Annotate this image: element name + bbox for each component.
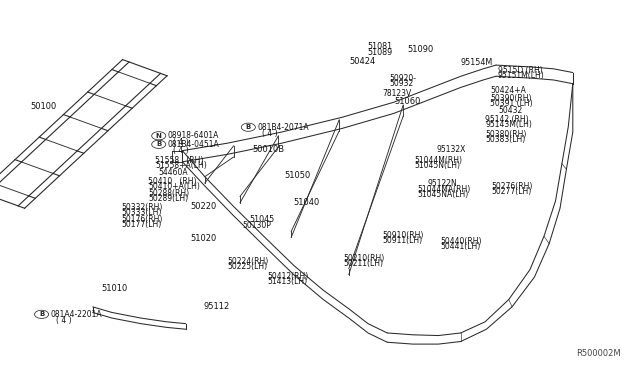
Text: 50410   (RH): 50410 (RH)	[148, 177, 197, 186]
Text: 51089: 51089	[367, 48, 392, 57]
Text: 51060: 51060	[394, 97, 420, 106]
Text: 95151M(LH): 95151M(LH)	[498, 71, 545, 80]
Text: 50225(LH): 50225(LH)	[228, 262, 268, 271]
Text: 51558+A(LH): 51558+A(LH)	[155, 161, 207, 170]
Text: 50277(LH): 50277(LH)	[492, 187, 532, 196]
Text: 50224(RH): 50224(RH)	[228, 257, 269, 266]
Text: 50911(LH): 50911(LH)	[383, 236, 423, 245]
Text: 78123V: 78123V	[383, 89, 412, 98]
Text: 50383(LH): 50383(LH)	[485, 135, 525, 144]
Text: 95112: 95112	[204, 302, 230, 311]
Text: 50176(RH): 50176(RH)	[122, 215, 163, 224]
Text: 54460A: 54460A	[159, 168, 188, 177]
Text: 50220: 50220	[191, 202, 217, 211]
Text: 08918-6401A: 08918-6401A	[168, 131, 219, 140]
Text: 50210(RH): 50210(RH)	[343, 254, 384, 263]
Text: ( 4 ): ( 4 )	[56, 316, 71, 325]
Text: 50410+A(LH): 50410+A(LH)	[148, 182, 200, 191]
Text: 50333(LH): 50333(LH)	[122, 208, 162, 217]
Text: 50130P: 50130P	[242, 221, 271, 230]
Text: 50211(LH): 50211(LH)	[343, 259, 383, 268]
Text: 51413(LH): 51413(LH)	[268, 277, 308, 286]
Text: 51045: 51045	[250, 215, 275, 224]
Text: 9515D (RH): 9515D (RH)	[498, 66, 543, 75]
Text: ( 4 ): ( 4 )	[262, 129, 278, 138]
Text: 50432: 50432	[498, 106, 522, 115]
Text: 51044MA(RH): 51044MA(RH)	[417, 185, 470, 194]
Text: 95122N: 95122N	[428, 179, 457, 187]
Text: 50424: 50424	[349, 57, 376, 66]
Text: 51044M(RH): 51044M(RH)	[415, 156, 463, 165]
Text: 51081: 51081	[367, 42, 392, 51]
Text: 51010: 51010	[101, 284, 127, 293]
Text: ( 4 ): ( 4 )	[173, 146, 188, 155]
Text: 50332(RH): 50332(RH)	[122, 203, 163, 212]
Text: 51050: 51050	[285, 171, 311, 180]
Text: 50440(RH): 50440(RH)	[440, 237, 482, 246]
Text: 51040: 51040	[293, 198, 319, 207]
Text: B: B	[156, 141, 161, 147]
Text: 50289(LH): 50289(LH)	[148, 194, 189, 203]
Text: 50391 (LH): 50391 (LH)	[490, 99, 533, 108]
Text: 51045N(LH): 51045N(LH)	[415, 161, 461, 170]
Text: 081A4-2201A: 081A4-2201A	[51, 310, 102, 319]
Text: 50390(RH): 50390(RH)	[490, 94, 532, 103]
Text: 50441(LH): 50441(LH)	[440, 242, 481, 251]
Text: 51045NA(LH): 51045NA(LH)	[417, 190, 468, 199]
Text: 50412(RH): 50412(RH)	[268, 272, 308, 280]
Text: 50177(LH): 50177(LH)	[122, 220, 162, 229]
Text: 081B4-0451A: 081B4-0451A	[168, 140, 220, 149]
Text: 51558   (RH): 51558 (RH)	[155, 156, 204, 165]
Text: 95143M(LH): 95143M(LH)	[485, 121, 532, 129]
Text: 081B4-2071A: 081B4-2071A	[257, 123, 309, 132]
Text: 50424+A: 50424+A	[490, 86, 526, 94]
Text: 50288(RH): 50288(RH)	[148, 189, 189, 198]
Text: 95142 (RH): 95142 (RH)	[485, 115, 529, 124]
Text: 50932: 50932	[389, 79, 413, 88]
Text: 50920-: 50920-	[389, 74, 416, 83]
Text: 50100: 50100	[31, 102, 57, 110]
Text: 95132X: 95132X	[436, 145, 466, 154]
Text: 50276(RH): 50276(RH)	[492, 182, 533, 191]
Text: 50010B: 50010B	[252, 145, 284, 154]
Text: R500002M: R500002M	[576, 349, 621, 358]
Text: 51020: 51020	[191, 234, 217, 243]
Text: B: B	[39, 311, 44, 317]
Text: B: B	[246, 124, 251, 130]
Text: N: N	[156, 133, 162, 139]
Text: 50910(RH): 50910(RH)	[383, 231, 424, 240]
Text: 50380(RH): 50380(RH)	[485, 130, 527, 139]
Text: 51090: 51090	[407, 45, 433, 54]
Text: 95154M: 95154M	[461, 58, 493, 67]
Text: ( 4 ): ( 4 )	[173, 138, 188, 147]
